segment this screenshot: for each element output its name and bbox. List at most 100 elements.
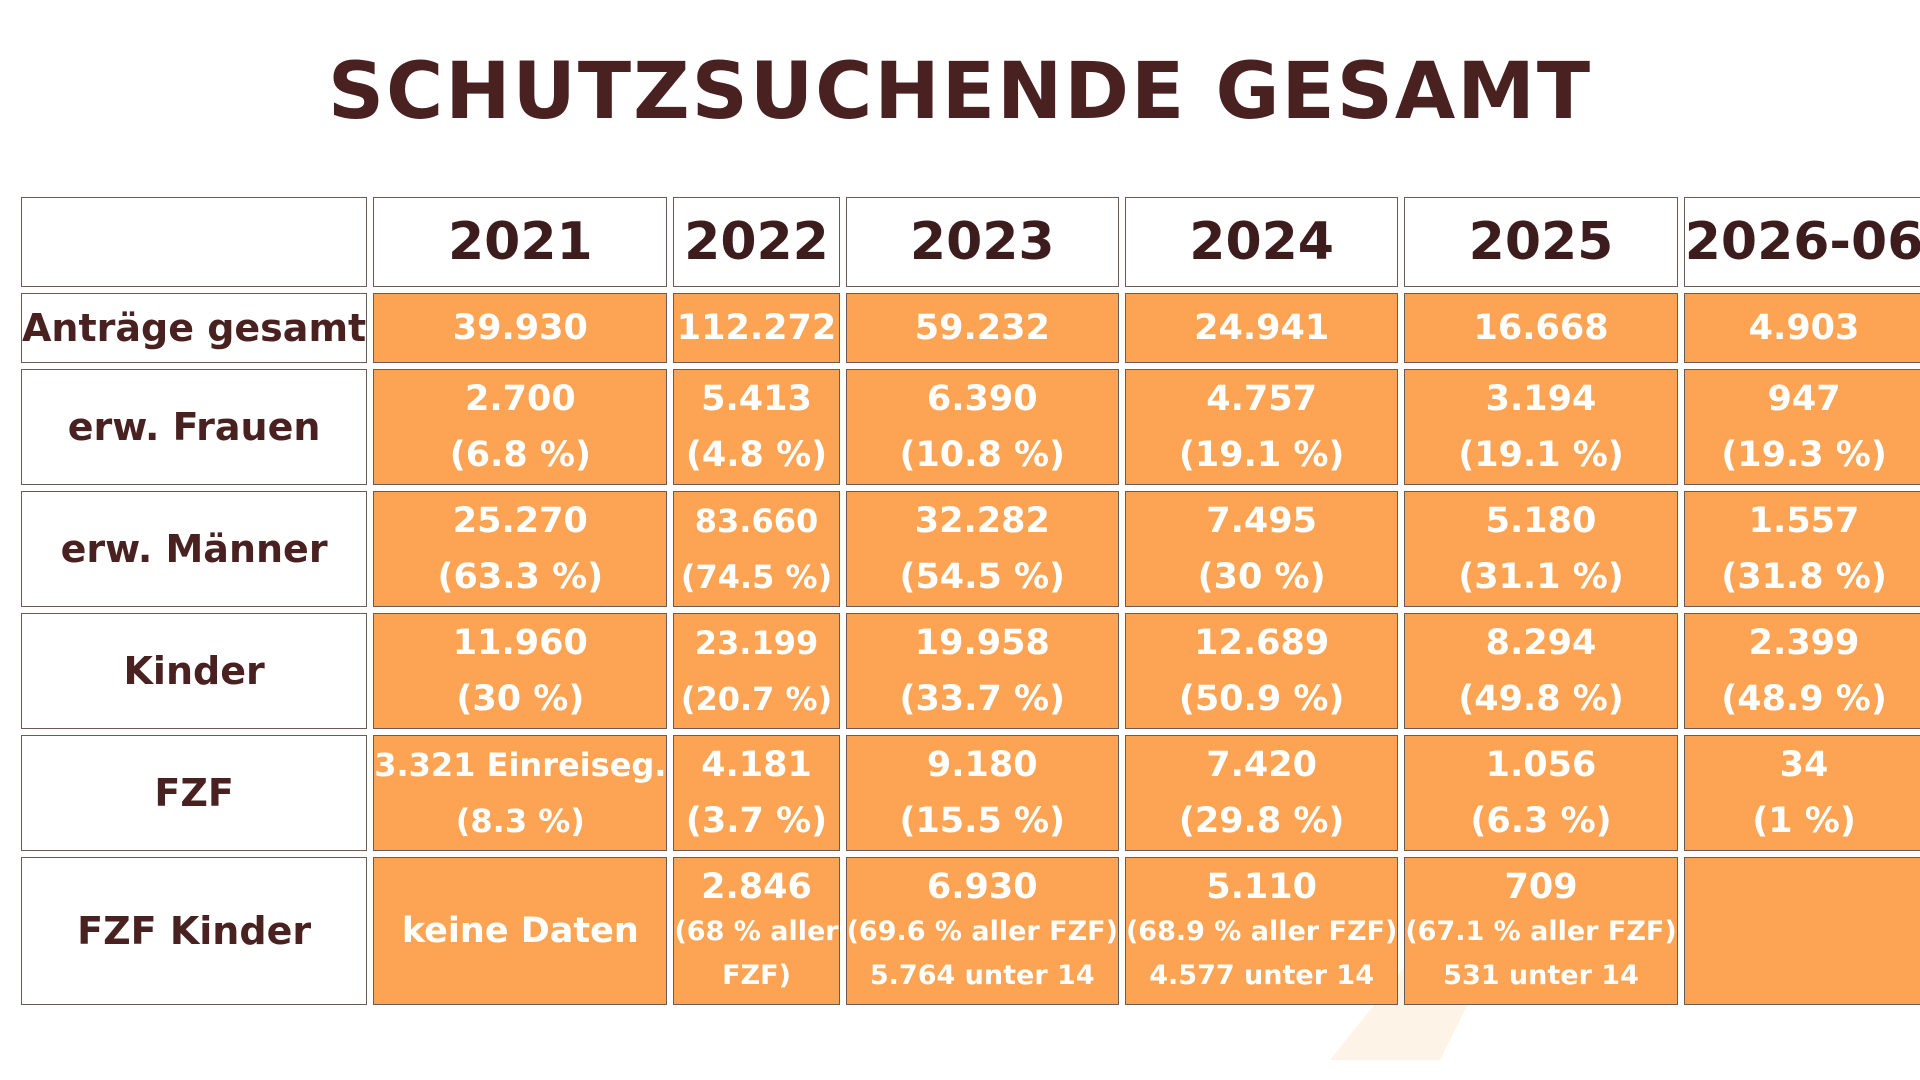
cell-value: 25.270 (452, 501, 588, 541)
data-cell: 23.199 (20.7 %) (673, 613, 840, 729)
table-row-fzf-kinder: FZF Kinder keine Daten 2.846 (68 % aller F… (21, 857, 1920, 1005)
cell-percent: (8.3 %) (455, 802, 585, 840)
cell-value: keine Daten (401, 911, 639, 951)
data-cell: 8.294 (49.8 %) (1404, 613, 1678, 729)
cell-note: (68.9 % aller FZF) (1125, 916, 1398, 947)
data-cell: 32.282 (54.5 %) (845, 491, 1119, 607)
cell-percent: (29.8 %) (1178, 801, 1345, 841)
cell-value: 947 (1767, 379, 1841, 419)
cell-percent: (6.8 %) (449, 435, 591, 475)
cell-value: 6.390 (926, 379, 1038, 419)
table-row-antraege-gesamt: Anträge gesamt 39.930 112.272 59.232 24.… (21, 293, 1920, 363)
data-cell: 24.941 (1124, 293, 1399, 363)
table-row-erw-maenner: erw. Männer 25.270 (63.3 %) 83.660 (74.5 %… (21, 491, 1920, 607)
data-cell: 9.180 (15.5 %) (845, 735, 1119, 851)
cell-percent: (30 %) (1197, 557, 1326, 597)
cell-percent: (31.8 %) (1721, 557, 1887, 597)
cell-percent: (54.5 %) (899, 557, 1066, 597)
cell-percent: (50.9 %) (1178, 679, 1345, 719)
cell-percent: (19.1 %) (1178, 435, 1345, 475)
data-cell: 112.272 (673, 293, 840, 363)
table-row-erw-frauen: erw. Frauen 2.700 (6.8 %) 5.413 (4.8 %) 6.… (21, 369, 1920, 485)
data-cell: keine Daten (373, 857, 668, 1005)
data-cell: 7.495 (30 %) (1124, 491, 1399, 607)
cell-percent: (10.8 %) (899, 435, 1066, 475)
cell-value: 6.930 (926, 867, 1038, 907)
cell-value: 39.930 (452, 308, 588, 348)
data-cell: 11.960 (30 %) (373, 613, 668, 729)
data-cell: 3.194 (19.1 %) (1404, 369, 1678, 485)
cell-value: 9.180 (926, 745, 1038, 785)
cell-percent: (4.8 %) (685, 435, 828, 475)
cell-value: 34 (1779, 745, 1829, 785)
data-cell: 34 (1 %) (1683, 735, 1920, 851)
cell-note: 5.764 unter 14 (869, 960, 1095, 991)
cell-note: (67.1 % aller FZF) (1405, 916, 1677, 947)
row-label-erw-maenner: erw. Männer (21, 491, 368, 607)
cell-value: 7.420 (1206, 745, 1317, 785)
data-cell: 5.413 (4.8 %) (673, 369, 840, 485)
cell-percent: (15.5 %) (899, 801, 1066, 841)
data-cell-empty (1683, 857, 1920, 1005)
row-label-antraege-gesamt: Anträge gesamt (21, 293, 368, 363)
cell-value: 11.960 (452, 623, 588, 663)
cell-value: 1.056 (1485, 745, 1597, 785)
cell-value: 32.282 (914, 501, 1050, 541)
cell-percent: (20.7 %) (680, 680, 833, 718)
data-cell: 4.181 (3.7 %) (673, 735, 840, 851)
data-cell: 4.903 (1683, 293, 1920, 363)
year-header-2021: 2021 (373, 197, 668, 287)
cell-percent: (48.9 %) (1721, 679, 1887, 719)
year-header-2024: 2024 (1124, 197, 1399, 287)
data-cell: 5.110 (68.9 % aller FZF) 4.577 unter 14 (1124, 857, 1399, 1005)
cell-value: 4.903 (1748, 308, 1860, 348)
cell-percent: (19.3 %) (1721, 435, 1887, 475)
data-cell: 39.930 (373, 293, 668, 363)
cell-value: 2.700 (464, 379, 576, 419)
cell-percent: (33.7 %) (899, 679, 1066, 719)
cell-percent: (30 %) (456, 679, 585, 719)
cell-value: 59.232 (914, 308, 1050, 348)
data-cell: 2.399 (48.9 %) (1683, 613, 1920, 729)
data-cell: 2.846 (68 % aller FZF) (673, 857, 840, 1005)
cell-value: 8.294 (1485, 623, 1597, 663)
cell-value: 3.194 (1485, 379, 1597, 419)
cell-note: FZF) (722, 960, 791, 991)
cell-note: (68 % aller (674, 916, 839, 947)
year-header-row: 2021 2022 2023 2024 2025 2026-06 (21, 197, 1920, 287)
cell-value: 112.272 (676, 308, 837, 348)
year-header-2026-06: 2026-06 (1683, 197, 1920, 287)
cell-percent: (1 %) (1752, 801, 1856, 841)
cell-note: 4.577 unter 14 (1149, 960, 1375, 991)
cell-value: 5.413 (701, 379, 812, 419)
cell-value: 24.941 (1194, 308, 1330, 348)
cell-percent: (63.3 %) (437, 557, 604, 597)
data-cell: 3.321 Einreiseg. (8.3 %) (373, 735, 668, 851)
data-cell: 25.270 (63.3 %) (373, 491, 668, 607)
data-cell: 6.390 (10.8 %) (845, 369, 1119, 485)
data-cell: 1.557 (31.8 %) (1683, 491, 1920, 607)
cell-percent: (6.3 %) (1470, 801, 1612, 841)
cell-value: 19.958 (914, 623, 1050, 663)
data-cell: 2.700 (6.8 %) (373, 369, 668, 485)
row-label-fzf-kinder: FZF Kinder (21, 857, 368, 1005)
data-cell: 59.232 (845, 293, 1119, 363)
year-header-2025: 2025 (1404, 197, 1678, 287)
row-label-erw-frauen: erw. Frauen (21, 369, 368, 485)
cell-value: 5.180 (1485, 501, 1597, 541)
cell-value: 16.668 (1473, 308, 1609, 348)
cell-value: 5.110 (1206, 867, 1317, 907)
cell-value: 23.199 (694, 624, 819, 662)
cell-percent: (74.5 %) (680, 558, 833, 596)
year-header-2023: 2023 (845, 197, 1119, 287)
cell-value: 709 (1504, 867, 1578, 907)
data-cell: 5.180 (31.1 %) (1404, 491, 1678, 607)
cell-note: (69.6 % aller FZF) (846, 916, 1118, 947)
data-cell: 16.668 (1404, 293, 1678, 363)
data-cell: 4.757 (19.1 %) (1124, 369, 1399, 485)
table-row-fzf: FZF 3.321 Einreiseg. (8.3 %) 4.181 (3.7 %)… (21, 735, 1920, 851)
cell-note: 531 unter 14 (1443, 960, 1639, 991)
year-header-2022: 2022 (673, 197, 840, 287)
row-label-kinder: Kinder (21, 613, 368, 729)
data-cell: 709 (67.1 % aller FZF) 531 unter 14 (1404, 857, 1678, 1005)
